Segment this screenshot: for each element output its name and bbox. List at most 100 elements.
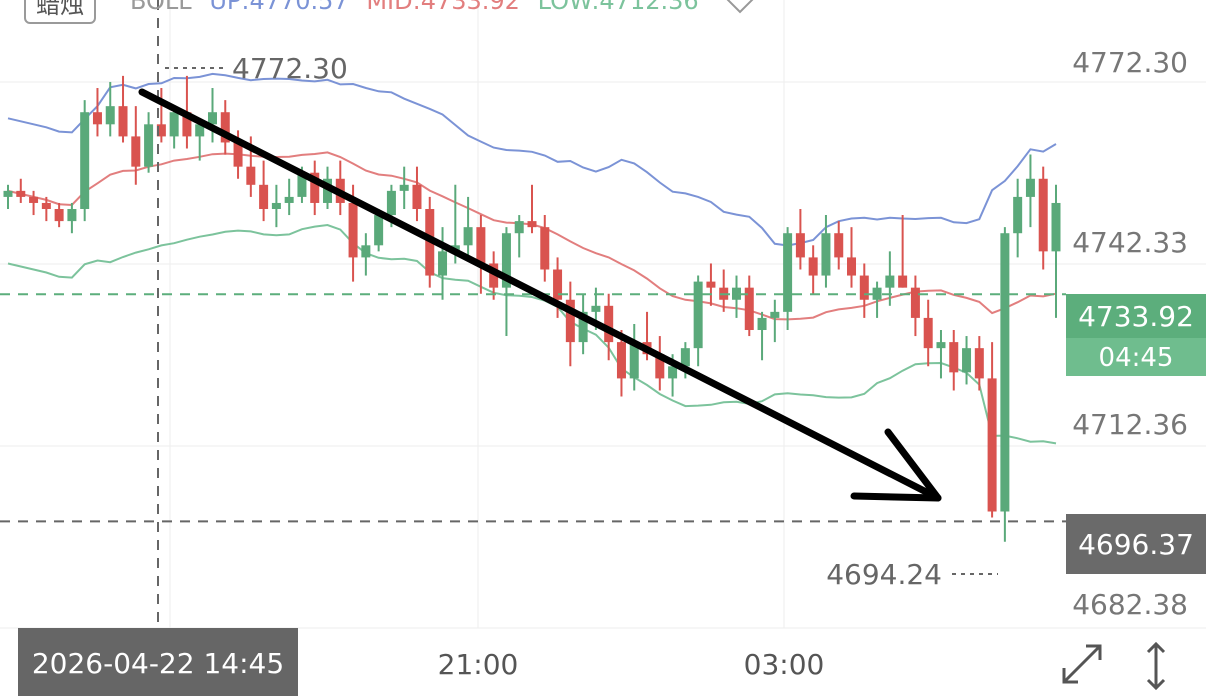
candle-body [67, 209, 77, 222]
high-marker-label: 4772.30 [232, 52, 348, 85]
crosshair-time-box [18, 628, 298, 696]
candle-body [489, 263, 499, 288]
expand-vertical-icon[interactable] [1146, 641, 1166, 691]
fullscreen-icon[interactable] [1062, 644, 1102, 684]
low-marker-label: 4694.24 [826, 558, 942, 591]
candle-body [144, 124, 154, 167]
candle-body [565, 299, 575, 343]
time-axis-label: 03:00 [744, 648, 825, 681]
candle-body [808, 257, 818, 276]
trend-arrow-head [850, 428, 942, 502]
candle-body [655, 354, 665, 379]
fullscreen-icon-diag [1062, 644, 1102, 684]
candle-body [438, 251, 448, 276]
candle-body [105, 106, 115, 125]
boll-low-value: LOW:4712.36 [537, 0, 699, 15]
expand-icon-up [1146, 641, 1166, 654]
candle-body [386, 190, 396, 216]
candle-body [92, 112, 102, 125]
current-price-box [1066, 294, 1206, 338]
candle-body [476, 227, 486, 264]
crosshair-price-box [1066, 514, 1206, 574]
indicator-name: BOLL [130, 0, 192, 15]
grid-lines: 4772.30 4742.33 4712.36 4682.38 21:00 03:00 [0, 0, 1206, 681]
price-axis-label: 4712.36 [1072, 408, 1188, 441]
trend-arrow-line [138, 88, 942, 502]
candle-body [399, 184, 409, 191]
candle-body [54, 209, 64, 222]
candle-body [680, 348, 690, 367]
candle-body [361, 245, 371, 258]
candle-body [936, 342, 946, 349]
crosshair-price-value: 4696.37 [1078, 528, 1194, 561]
tab-candle[interactable]: 蜡烛 [24, 0, 96, 24]
fullscreen-icon-head1 [1086, 644, 1102, 660]
candle-body [693, 281, 703, 349]
candle-body [974, 348, 984, 379]
candle-body [246, 166, 256, 185]
candle-body [233, 142, 243, 167]
candle-body [527, 221, 537, 228]
candle-body [770, 311, 780, 318]
candle-body [271, 202, 281, 210]
candle-body [540, 227, 550, 270]
candle-body [195, 124, 205, 137]
candle-body [706, 281, 716, 288]
candle-body [616, 342, 626, 379]
candle-body [412, 184, 422, 210]
candle-body [323, 178, 333, 203]
time-axis-label: 21:00 [438, 648, 519, 681]
candle-body [348, 202, 358, 258]
candle-body [80, 112, 90, 210]
countdown-box [1066, 338, 1206, 376]
current-price-value: 4733.92 [1078, 300, 1194, 333]
candle-body [949, 342, 959, 373]
candle-body [898, 275, 908, 288]
candle-body [744, 287, 754, 331]
candle-body [1000, 233, 1010, 512]
candle-body [757, 317, 767, 331]
candle-body [220, 112, 230, 143]
candle-body [16, 190, 26, 197]
candle-body [604, 305, 614, 343]
countdown-value: 04:45 [1099, 343, 1174, 373]
price-axis-label: 4742.33 [1072, 226, 1188, 259]
candle-body [207, 112, 217, 125]
candle-body [834, 233, 844, 258]
candle-body [169, 112, 179, 137]
crosshair-time-value: 2026-04-22 14:45 [32, 647, 284, 680]
candle-body [859, 275, 869, 300]
candle-body [668, 366, 678, 379]
candle-body [118, 106, 128, 137]
candle-body [731, 287, 741, 300]
candle-body [41, 202, 51, 210]
candle-body [795, 233, 805, 258]
boll-mid-value: MID:4733.92 [366, 0, 520, 15]
candle-body [284, 196, 294, 203]
candle-body [374, 215, 384, 246]
candle-body [923, 317, 933, 349]
boll-upper-line [7, 72, 1057, 247]
candle-body [872, 287, 882, 300]
candle-body [297, 172, 307, 197]
price-axis-label: 4682.38 [1072, 588, 1188, 621]
candle-body [310, 172, 320, 203]
fullscreen-icon-head2 [1062, 668, 1078, 684]
candle-body [29, 196, 39, 203]
candle-body [629, 342, 639, 379]
candle-body [182, 112, 192, 137]
candle-body [514, 221, 524, 234]
candle-body [910, 287, 920, 318]
candle-body [847, 257, 857, 276]
candle-body [501, 233, 511, 288]
candle-body [1051, 202, 1061, 252]
candle-body [3, 190, 13, 197]
candle-body [1025, 178, 1035, 197]
candle-body [1038, 178, 1048, 252]
candle-body [885, 275, 895, 288]
expand-icon-down [1146, 678, 1166, 691]
candle-body [463, 227, 473, 246]
candle-body [783, 233, 793, 312]
candle-body [962, 348, 972, 373]
